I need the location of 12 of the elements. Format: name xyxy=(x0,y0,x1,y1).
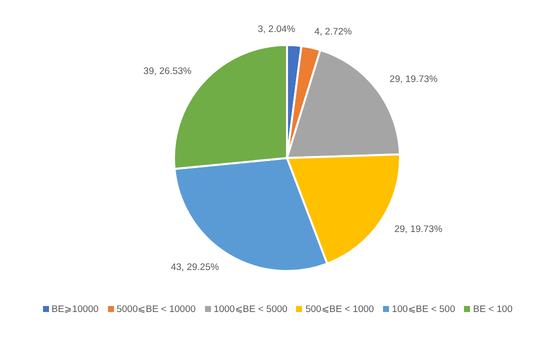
legend-label: 500⩽BE < 1000 xyxy=(305,303,374,315)
data-label: 29, 19.73% xyxy=(390,74,438,86)
data-label: 3, 2.04% xyxy=(258,24,296,35)
data-label: 4, 2.72% xyxy=(314,26,352,38)
legend-label: 5000⩽BE < 10000 xyxy=(116,303,196,315)
data-label: 43, 29.25% xyxy=(170,262,220,274)
legend-label: BE < 100 xyxy=(473,304,512,314)
data-label: 29, 19.73% xyxy=(394,224,443,236)
data-label: 39, 26.53% xyxy=(143,66,192,77)
legend-label: 1000⩽BE < 5000 xyxy=(214,303,288,315)
legend-label: 100⩽BE < 500 xyxy=(392,303,456,315)
legend-label: BE⩾10000 xyxy=(52,303,99,315)
